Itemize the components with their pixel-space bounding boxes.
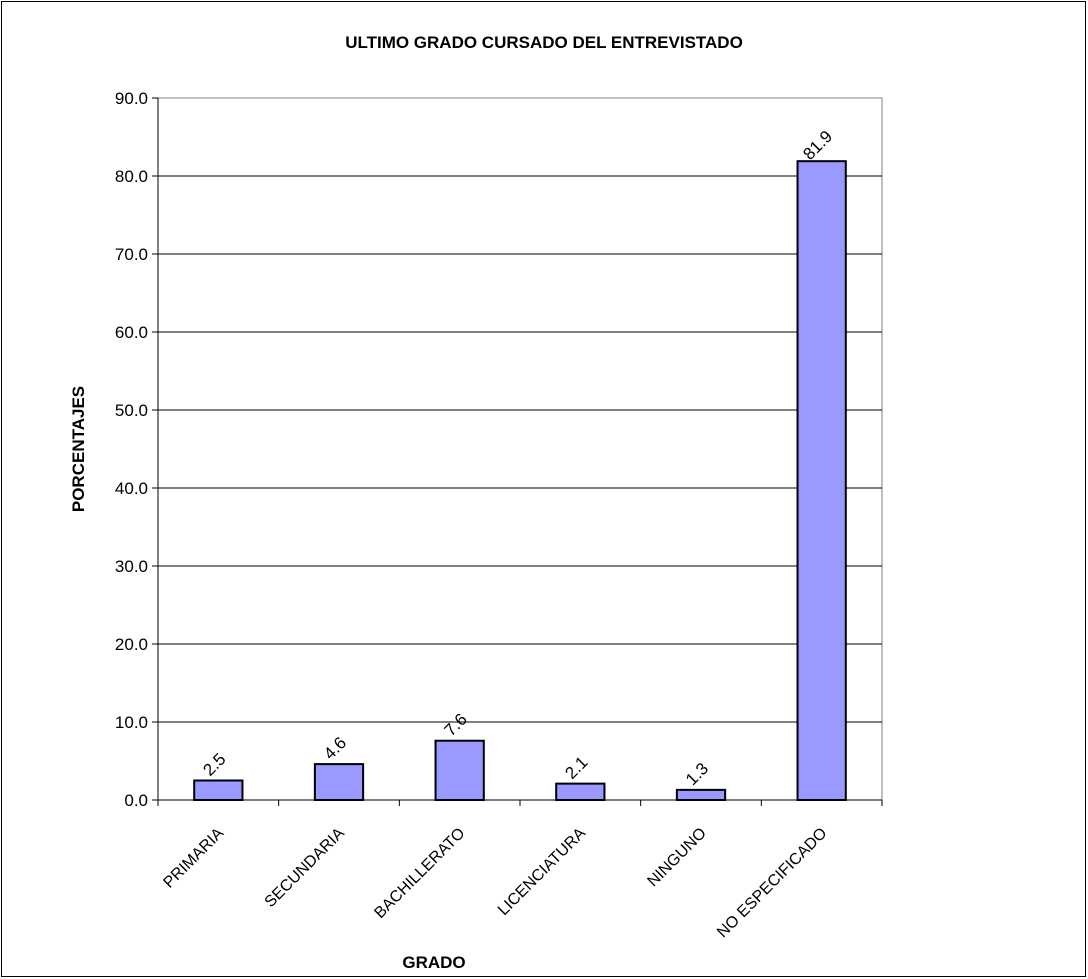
bar-secundaria [313, 763, 365, 801]
x-axis [157, 799, 883, 806]
y-tick-label: 10.0 [115, 713, 148, 732]
bar-ninguno [675, 788, 727, 801]
x-tick-label: LICENCIATURA [495, 825, 589, 919]
y-tick-label: 90.0 [115, 89, 148, 108]
y-tick-label: 40.0 [115, 479, 148, 498]
y-tick-label: 80.0 [115, 167, 148, 186]
x-axis-categories: PRIMARIA SECUNDARIA BACHILLERATO LICENCIATU… [160, 825, 830, 942]
y-tick-label: 20.0 [115, 635, 148, 654]
bar-no-especificado [796, 160, 847, 801]
chart-title: ULTIMO GRADO CURSADO DEL ENTREVISTADO [345, 33, 743, 52]
x-tick-label: NINGUNO [644, 825, 709, 890]
y-tick-label: 30.0 [115, 557, 148, 576]
bars [193, 160, 847, 801]
y-tick-label: 50.0 [115, 401, 148, 420]
x-tick-label: NO ESPECIFICADO [714, 825, 830, 941]
y-tick-label: 70.0 [115, 245, 148, 264]
y-axis-ticks: 0.0 10.0 20.0 30.0 40.0 50.0 60.0 70.0 80.0 90.0 [115, 89, 159, 810]
x-axis-title: GRADO [402, 953, 465, 972]
gridlines [158, 175, 882, 723]
plot-area [157, 97, 883, 801]
x-tick-label: PRIMARIA [160, 825, 227, 892]
y-axis-title: PORCENTAJES [69, 386, 88, 512]
bar-bachillerato [434, 739, 485, 801]
y-tick-label: 60.0 [115, 323, 148, 342]
bar-licenciatura [555, 782, 606, 801]
x-tick-label: BACHILLERATO [371, 825, 468, 922]
y-tick-label: 0.0 [124, 791, 148, 810]
bar-primaria [193, 779, 244, 801]
x-tick-label: SECUNDARIA [262, 825, 348, 911]
